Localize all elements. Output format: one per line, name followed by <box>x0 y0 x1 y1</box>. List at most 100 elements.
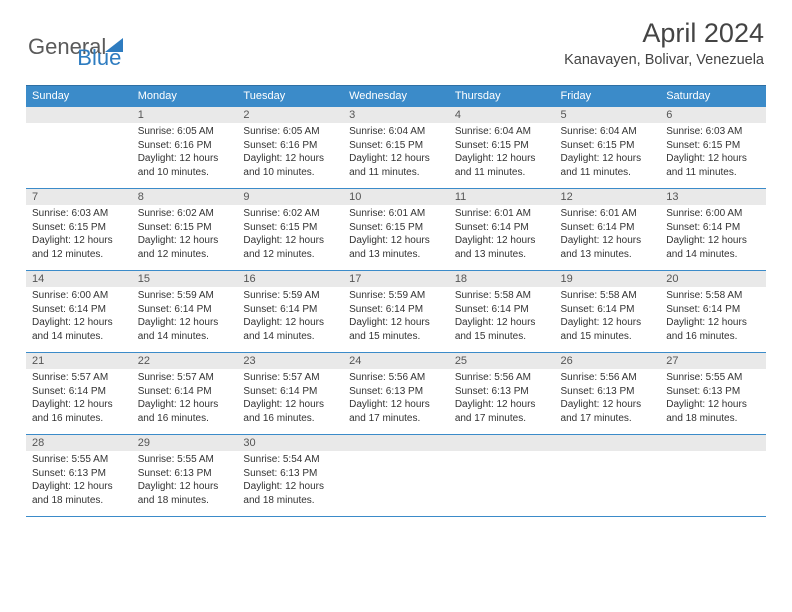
day-detail-line: Daylight: 12 hours and 13 minutes. <box>561 234 655 261</box>
calendar-week-row: 21Sunrise: 5:57 AMSunset: 6:14 PMDayligh… <box>26 353 766 435</box>
day-details: Sunrise: 6:00 AMSunset: 6:14 PMDaylight:… <box>660 205 766 263</box>
calendar-day-cell <box>26 107 132 189</box>
calendar-day-cell: 28Sunrise: 5:55 AMSunset: 6:13 PMDayligh… <box>26 435 132 517</box>
day-detail-line: Sunset: 6:14 PM <box>561 303 655 317</box>
day-detail-line: Daylight: 12 hours and 12 minutes. <box>138 234 232 261</box>
calendar-day-cell: 17Sunrise: 5:59 AMSunset: 6:14 PMDayligh… <box>343 271 449 353</box>
day-number: 6 <box>660 107 766 123</box>
day-detail-line: Sunset: 6:13 PM <box>349 385 443 399</box>
weekday-header: Thursday <box>449 86 555 107</box>
weekday-header: Tuesday <box>237 86 343 107</box>
calendar-week-row: 7Sunrise: 6:03 AMSunset: 6:15 PMDaylight… <box>26 189 766 271</box>
day-details: Sunrise: 5:55 AMSunset: 6:13 PMDaylight:… <box>660 369 766 427</box>
day-details: Sunrise: 6:04 AMSunset: 6:15 PMDaylight:… <box>555 123 661 181</box>
calendar-day-cell: 5Sunrise: 6:04 AMSunset: 6:15 PMDaylight… <box>555 107 661 189</box>
day-detail-line: Sunset: 6:14 PM <box>349 303 443 317</box>
day-number: 9 <box>237 189 343 205</box>
day-details: Sunrise: 5:54 AMSunset: 6:13 PMDaylight:… <box>237 451 343 509</box>
day-detail-line: Daylight: 12 hours and 12 minutes. <box>243 234 337 261</box>
day-details: Sunrise: 5:59 AMSunset: 6:14 PMDaylight:… <box>343 287 449 345</box>
calendar-day-cell <box>449 435 555 517</box>
calendar-day-cell: 19Sunrise: 5:58 AMSunset: 6:14 PMDayligh… <box>555 271 661 353</box>
day-detail-line: Daylight: 12 hours and 14 minutes. <box>32 316 126 343</box>
weekday-header: Monday <box>132 86 238 107</box>
day-detail-line: Sunset: 6:15 PM <box>138 221 232 235</box>
day-detail-line: Sunrise: 6:00 AM <box>32 289 126 303</box>
logo-text-blue: Blue <box>77 45 121 71</box>
day-details: Sunrise: 5:57 AMSunset: 6:14 PMDaylight:… <box>132 369 238 427</box>
day-details: Sunrise: 6:00 AMSunset: 6:14 PMDaylight:… <box>26 287 132 345</box>
calendar-table: SundayMondayTuesdayWednesdayThursdayFrid… <box>26 85 766 517</box>
day-number: 23 <box>237 353 343 369</box>
calendar-day-cell: 13Sunrise: 6:00 AMSunset: 6:14 PMDayligh… <box>660 189 766 271</box>
day-detail-line: Daylight: 12 hours and 15 minutes. <box>455 316 549 343</box>
calendar-day-cell: 2Sunrise: 6:05 AMSunset: 6:16 PMDaylight… <box>237 107 343 189</box>
day-detail-line: Sunrise: 6:04 AM <box>455 125 549 139</box>
calendar-week-row: 1Sunrise: 6:05 AMSunset: 6:16 PMDaylight… <box>26 107 766 189</box>
day-number: 30 <box>237 435 343 451</box>
day-details: Sunrise: 5:56 AMSunset: 6:13 PMDaylight:… <box>449 369 555 427</box>
day-detail-line: Daylight: 12 hours and 11 minutes. <box>349 152 443 179</box>
day-detail-line: Sunset: 6:13 PM <box>455 385 549 399</box>
day-number: 29 <box>132 435 238 451</box>
calendar-day-cell: 18Sunrise: 5:58 AMSunset: 6:14 PMDayligh… <box>449 271 555 353</box>
day-details: Sunrise: 6:03 AMSunset: 6:15 PMDaylight:… <box>26 205 132 263</box>
day-number <box>555 435 661 451</box>
day-detail-line: Daylight: 12 hours and 14 minutes. <box>138 316 232 343</box>
day-number: 20 <box>660 271 766 287</box>
day-detail-line: Sunrise: 6:05 AM <box>243 125 337 139</box>
calendar-day-cell: 7Sunrise: 6:03 AMSunset: 6:15 PMDaylight… <box>26 189 132 271</box>
calendar-day-cell: 8Sunrise: 6:02 AMSunset: 6:15 PMDaylight… <box>132 189 238 271</box>
day-detail-line: Sunset: 6:15 PM <box>32 221 126 235</box>
calendar-body: 1Sunrise: 6:05 AMSunset: 6:16 PMDaylight… <box>26 107 766 517</box>
month-title: April 2024 <box>564 18 764 49</box>
day-detail-line: Sunset: 6:14 PM <box>138 303 232 317</box>
calendar-day-cell: 15Sunrise: 5:59 AMSunset: 6:14 PMDayligh… <box>132 271 238 353</box>
day-number: 26 <box>555 353 661 369</box>
day-detail-line: Daylight: 12 hours and 18 minutes. <box>666 398 760 425</box>
day-number: 1 <box>132 107 238 123</box>
day-details: Sunrise: 6:04 AMSunset: 6:15 PMDaylight:… <box>449 123 555 181</box>
day-detail-line: Sunrise: 5:57 AM <box>32 371 126 385</box>
day-number: 12 <box>555 189 661 205</box>
weekday-header: Friday <box>555 86 661 107</box>
day-number: 10 <box>343 189 449 205</box>
day-detail-line: Sunrise: 5:58 AM <box>666 289 760 303</box>
day-detail-line: Sunset: 6:15 PM <box>561 139 655 153</box>
calendar-day-cell: 9Sunrise: 6:02 AMSunset: 6:15 PMDaylight… <box>237 189 343 271</box>
day-details: Sunrise: 5:58 AMSunset: 6:14 PMDaylight:… <box>660 287 766 345</box>
day-number: 7 <box>26 189 132 205</box>
day-detail-line: Sunset: 6:14 PM <box>138 385 232 399</box>
day-number: 18 <box>449 271 555 287</box>
calendar-day-cell: 10Sunrise: 6:01 AMSunset: 6:15 PMDayligh… <box>343 189 449 271</box>
weekday-header: Saturday <box>660 86 766 107</box>
day-details: Sunrise: 6:04 AMSunset: 6:15 PMDaylight:… <box>343 123 449 181</box>
day-detail-line: Sunrise: 6:05 AM <box>138 125 232 139</box>
header-right: April 2024 Kanavayen, Bolivar, Venezuela <box>564 18 764 68</box>
calendar-day-cell: 20Sunrise: 5:58 AMSunset: 6:14 PMDayligh… <box>660 271 766 353</box>
day-details: Sunrise: 5:57 AMSunset: 6:14 PMDaylight:… <box>237 369 343 427</box>
calendar-day-cell: 21Sunrise: 5:57 AMSunset: 6:14 PMDayligh… <box>26 353 132 435</box>
day-details: Sunrise: 5:56 AMSunset: 6:13 PMDaylight:… <box>343 369 449 427</box>
day-detail-line: Sunset: 6:14 PM <box>32 385 126 399</box>
day-detail-line: Sunrise: 6:03 AM <box>666 125 760 139</box>
day-details: Sunrise: 5:59 AMSunset: 6:14 PMDaylight:… <box>132 287 238 345</box>
day-details: Sunrise: 5:55 AMSunset: 6:13 PMDaylight:… <box>132 451 238 509</box>
day-number: 15 <box>132 271 238 287</box>
weekday-header: Sunday <box>26 86 132 107</box>
day-detail-line: Sunrise: 5:57 AM <box>243 371 337 385</box>
weekday-header: Wednesday <box>343 86 449 107</box>
day-detail-line: Sunset: 6:14 PM <box>243 385 337 399</box>
day-detail-line: Sunrise: 5:57 AM <box>138 371 232 385</box>
day-details: Sunrise: 5:59 AMSunset: 6:14 PMDaylight:… <box>237 287 343 345</box>
day-detail-line: Sunset: 6:13 PM <box>561 385 655 399</box>
calendar-week-row: 28Sunrise: 5:55 AMSunset: 6:13 PMDayligh… <box>26 435 766 517</box>
day-detail-line: Sunrise: 6:01 AM <box>561 207 655 221</box>
day-detail-line: Daylight: 12 hours and 17 minutes. <box>455 398 549 425</box>
day-detail-line: Daylight: 12 hours and 11 minutes. <box>561 152 655 179</box>
day-number: 13 <box>660 189 766 205</box>
day-detail-line: Daylight: 12 hours and 16 minutes. <box>243 398 337 425</box>
day-detail-line: Sunset: 6:14 PM <box>666 221 760 235</box>
day-number: 8 <box>132 189 238 205</box>
day-detail-line: Sunrise: 5:55 AM <box>138 453 232 467</box>
